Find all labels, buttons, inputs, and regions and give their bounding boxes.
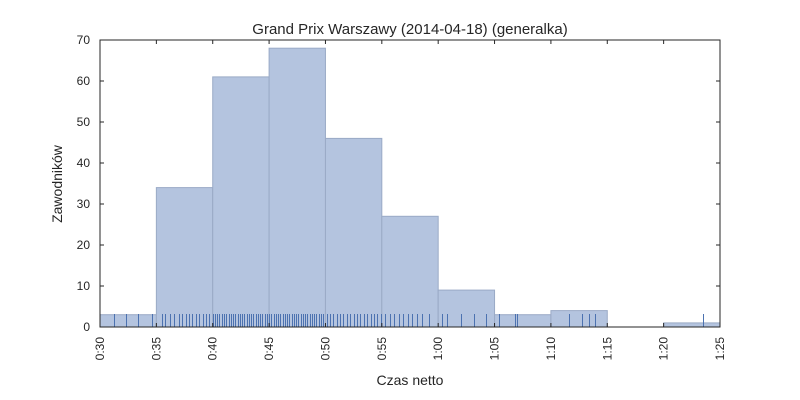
x-axis: 0:30 0:35 0:40 0:45 0:50 0:55 1:00 1:05 1:10 1:15… (93, 40, 727, 360)
y-tick-label: 40 (77, 156, 91, 170)
histogram-bar (268, 47, 326, 328)
histogram-bar (155, 187, 214, 328)
histogram-bar (99, 314, 157, 328)
y-tick-label: 0 (83, 320, 90, 334)
rug-group (114, 314, 704, 327)
x-tick-label: 1:25 (713, 337, 727, 361)
y-tick-label: 10 (77, 279, 91, 293)
y-axis-label: Zawodników (49, 144, 65, 223)
plot-frame (99, 39, 721, 328)
x-tick-label: 0:45 (262, 337, 276, 361)
histogram-bar (212, 76, 270, 328)
histogram-bar (324, 137, 383, 328)
x-tick-label: 0:55 (375, 337, 389, 361)
histogram-bar (550, 310, 608, 328)
bars-group (99, 47, 721, 328)
histogram-bar (381, 215, 439, 328)
y-tick-label: 20 (77, 238, 91, 252)
x-axis-label: Czas netto (377, 372, 444, 388)
chart-title: Grand Prix Warszawy (2014-04-18) (genera… (252, 21, 567, 38)
y-axis: 0 10 20 30 40 50 60 70 (77, 33, 720, 334)
y-tick-label: 70 (77, 33, 91, 47)
histogram-bar (663, 322, 721, 328)
x-tick-label: 0:35 (149, 337, 163, 361)
histogram-bar (494, 314, 552, 328)
x-tick-label: 0:50 (318, 337, 332, 361)
x-tick-label: 1:10 (544, 337, 558, 361)
x-tick-label: 1:15 (600, 337, 614, 361)
x-tick-label: 1:00 (431, 337, 445, 361)
y-tick-label: 60 (77, 74, 91, 88)
y-tick-label: 30 (77, 197, 91, 211)
x-tick-label: 1:05 (488, 337, 502, 361)
x-tick-label: 1:20 (657, 337, 671, 361)
y-tick-label: 50 (77, 115, 91, 129)
x-tick-label: 0:30 (93, 337, 107, 361)
x-tick-label: 0:40 (206, 337, 220, 361)
